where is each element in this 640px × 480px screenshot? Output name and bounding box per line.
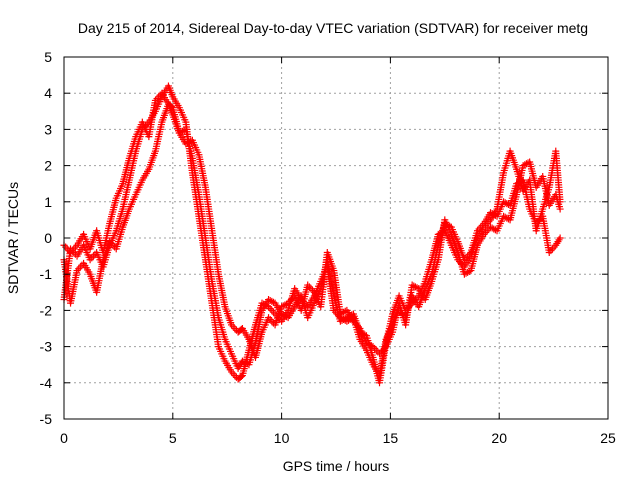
data-point-interp: [282, 313, 290, 321]
chart-title: Day 215 of 2014, Sidereal Day-to-day VTE…: [78, 20, 588, 36]
y-tick-label: -3: [40, 339, 53, 355]
data-points: [60, 82, 564, 387]
data-point: [67, 248, 75, 256]
x-tick-label: 10: [274, 430, 290, 446]
y-tick-label: 1: [44, 194, 52, 210]
y-tick-label: -2: [40, 302, 53, 318]
y-tick-label: -5: [40, 411, 53, 427]
y-tick-label: -4: [40, 375, 53, 391]
data-point-interp: [405, 303, 413, 311]
x-tick-label: 20: [491, 430, 507, 446]
x-axis-label: GPS time / hours: [283, 458, 390, 474]
x-tick-label: 0: [60, 430, 68, 446]
axis-ticks: 0 5 10 15 20 25 -5 -4 -3 -2 -1 0 1 2 3 4 5: [40, 49, 616, 446]
data-point-interp: [62, 243, 70, 251]
y-tick-label: 0: [44, 230, 52, 246]
data-point-interp: [413, 284, 421, 292]
data-point-interp: [76, 263, 84, 271]
data-point-interp: [549, 245, 557, 253]
data-point-interp: [89, 252, 97, 260]
y-tick-label: 3: [44, 121, 52, 137]
y-tick-label: -1: [40, 266, 53, 282]
data-point-interp: [268, 317, 276, 325]
y-tick-label: 2: [44, 158, 52, 174]
series-trace-c: [60, 89, 564, 387]
series-trace-b: [60, 100, 564, 361]
data-point: [556, 205, 564, 213]
data-point: [556, 198, 564, 206]
y-tick-label: 5: [44, 49, 52, 65]
data-point-interp: [411, 283, 419, 291]
grid: [64, 57, 608, 419]
data-point: [556, 234, 564, 242]
x-tick-label: 5: [169, 430, 177, 446]
data-point-interp: [269, 298, 277, 306]
y-tick-label: 4: [44, 85, 52, 101]
data-point-interp: [237, 372, 245, 380]
y-axis-label: SDTVAR / TECUs: [5, 182, 21, 294]
data-point-interp: [341, 307, 349, 315]
x-tick-label: 15: [383, 430, 399, 446]
x-tick-label: 25: [600, 430, 616, 446]
